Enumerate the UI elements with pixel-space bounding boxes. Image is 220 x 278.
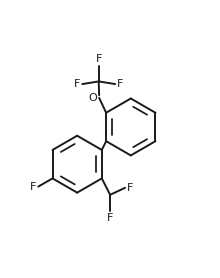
Text: F: F xyxy=(95,54,102,64)
Text: F: F xyxy=(127,183,133,193)
Text: F: F xyxy=(74,79,81,89)
Text: F: F xyxy=(30,182,37,192)
Text: F: F xyxy=(117,79,123,89)
Text: F: F xyxy=(107,213,113,223)
Text: O: O xyxy=(89,93,97,103)
